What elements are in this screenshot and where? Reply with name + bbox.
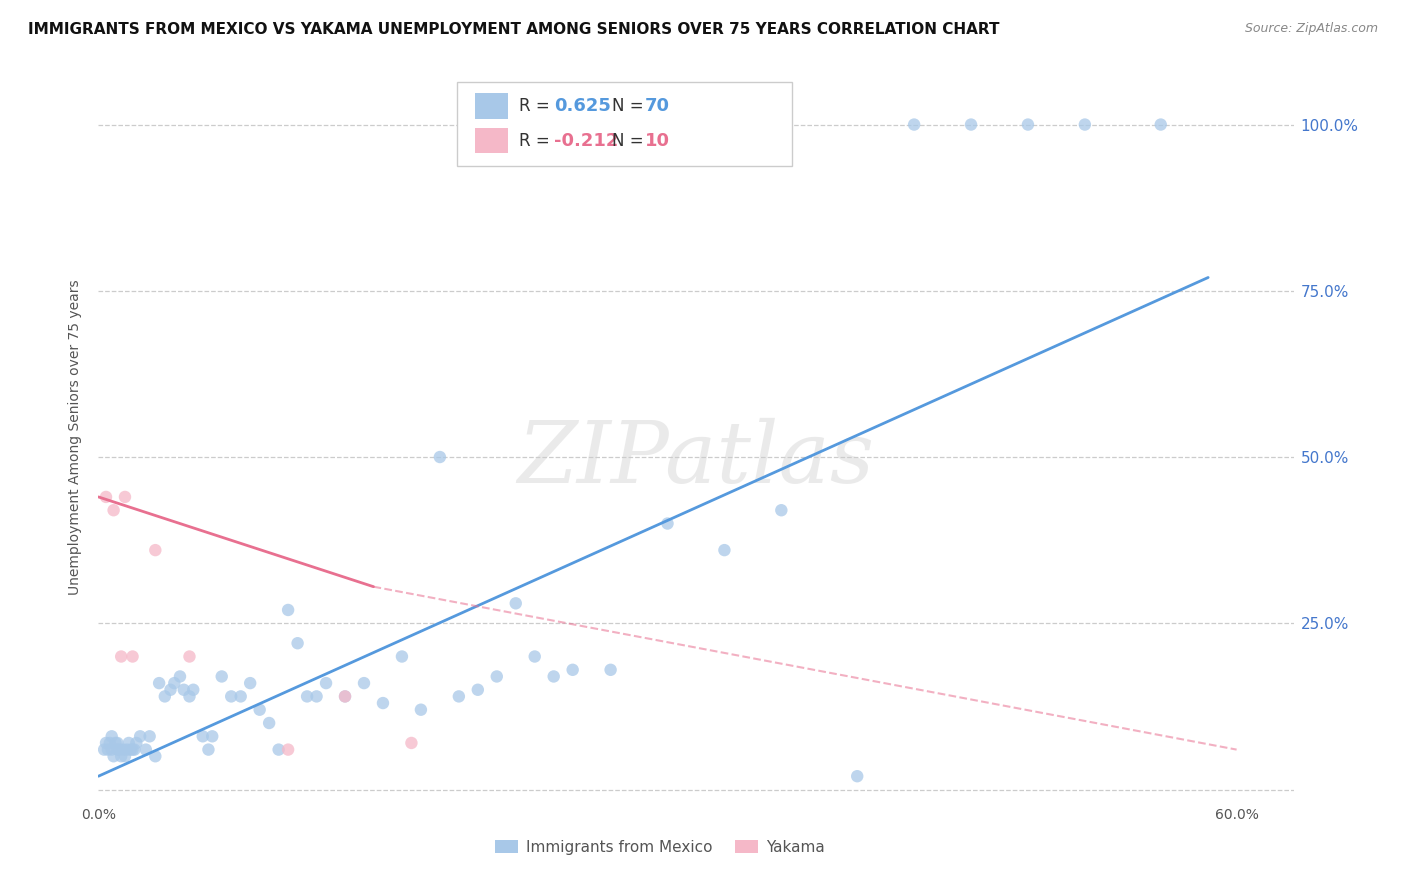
Point xyxy=(713,543,735,558)
Point xyxy=(100,742,122,756)
Point xyxy=(429,450,451,464)
Point xyxy=(409,703,432,717)
Point xyxy=(277,603,299,617)
Point xyxy=(125,736,148,750)
FancyBboxPatch shape xyxy=(475,94,509,119)
Point xyxy=(903,118,925,132)
Point xyxy=(148,676,170,690)
Point xyxy=(1017,118,1039,132)
Point xyxy=(197,742,219,756)
Point xyxy=(401,736,423,750)
Point xyxy=(561,663,583,677)
Point xyxy=(599,663,621,677)
Legend: Immigrants from Mexico, Yakama: Immigrants from Mexico, Yakama xyxy=(489,834,831,861)
Point xyxy=(846,769,869,783)
FancyBboxPatch shape xyxy=(457,82,792,167)
Point xyxy=(257,716,280,731)
Point xyxy=(229,690,252,704)
Point xyxy=(112,742,135,756)
Point xyxy=(305,690,328,704)
Point xyxy=(179,649,201,664)
Point xyxy=(1074,118,1097,132)
Point xyxy=(105,742,128,756)
Point xyxy=(121,742,143,756)
Point xyxy=(103,749,125,764)
Text: ZIPatlas: ZIPatlas xyxy=(517,417,875,500)
Text: R =: R = xyxy=(519,132,555,150)
Point xyxy=(121,649,143,664)
Point xyxy=(94,490,117,504)
Point xyxy=(1150,118,1173,132)
Point xyxy=(124,742,146,756)
Point xyxy=(201,729,224,743)
Point xyxy=(371,696,394,710)
Point xyxy=(239,676,262,690)
Point xyxy=(103,503,125,517)
Point xyxy=(153,690,176,704)
Point xyxy=(353,676,375,690)
Point xyxy=(191,729,214,743)
Point xyxy=(94,736,117,750)
Point xyxy=(114,749,136,764)
Point xyxy=(391,649,413,664)
Point xyxy=(159,682,181,697)
Point xyxy=(108,742,131,756)
Point xyxy=(277,742,299,756)
Point xyxy=(110,749,132,764)
Point xyxy=(505,596,527,610)
Point xyxy=(523,649,546,664)
Point xyxy=(98,736,121,750)
Point xyxy=(163,676,186,690)
Point xyxy=(211,669,233,683)
Text: 70: 70 xyxy=(644,97,669,115)
Point xyxy=(114,490,136,504)
Text: N =: N = xyxy=(613,132,650,150)
Point xyxy=(118,736,141,750)
Point xyxy=(267,742,290,756)
Point xyxy=(295,690,318,704)
Point xyxy=(105,736,128,750)
Point xyxy=(287,636,309,650)
Point xyxy=(485,669,508,683)
Point xyxy=(97,742,120,756)
Point xyxy=(104,736,127,750)
Point xyxy=(181,682,204,697)
Text: -0.212: -0.212 xyxy=(554,132,619,150)
Text: N =: N = xyxy=(613,97,650,115)
Point xyxy=(770,503,793,517)
Point xyxy=(100,729,122,743)
Point xyxy=(143,543,166,558)
Point xyxy=(333,690,356,704)
Point xyxy=(135,742,157,756)
Point xyxy=(219,690,242,704)
Point xyxy=(657,516,679,531)
Y-axis label: Unemployment Among Seniors over 75 years: Unemployment Among Seniors over 75 years xyxy=(69,279,83,595)
Point xyxy=(179,690,201,704)
Point xyxy=(960,118,983,132)
Text: 0.625: 0.625 xyxy=(554,97,610,115)
Point xyxy=(120,742,142,756)
Point xyxy=(333,690,356,704)
Point xyxy=(115,742,138,756)
Point xyxy=(138,729,160,743)
Text: IMMIGRANTS FROM MEXICO VS YAKAMA UNEMPLOYMENT AMONG SENIORS OVER 75 YEARS CORREL: IMMIGRANTS FROM MEXICO VS YAKAMA UNEMPLO… xyxy=(28,22,1000,37)
Point xyxy=(110,649,132,664)
Point xyxy=(129,729,152,743)
Point xyxy=(143,749,166,764)
Point xyxy=(169,669,191,683)
Point xyxy=(93,742,115,756)
Point xyxy=(173,682,195,697)
FancyBboxPatch shape xyxy=(475,128,509,153)
Text: Source: ZipAtlas.com: Source: ZipAtlas.com xyxy=(1244,22,1378,36)
Point xyxy=(447,690,470,704)
Text: 10: 10 xyxy=(644,132,669,150)
Text: R =: R = xyxy=(519,97,555,115)
Point xyxy=(249,703,271,717)
Point xyxy=(543,669,565,683)
Point xyxy=(315,676,337,690)
Point xyxy=(467,682,489,697)
